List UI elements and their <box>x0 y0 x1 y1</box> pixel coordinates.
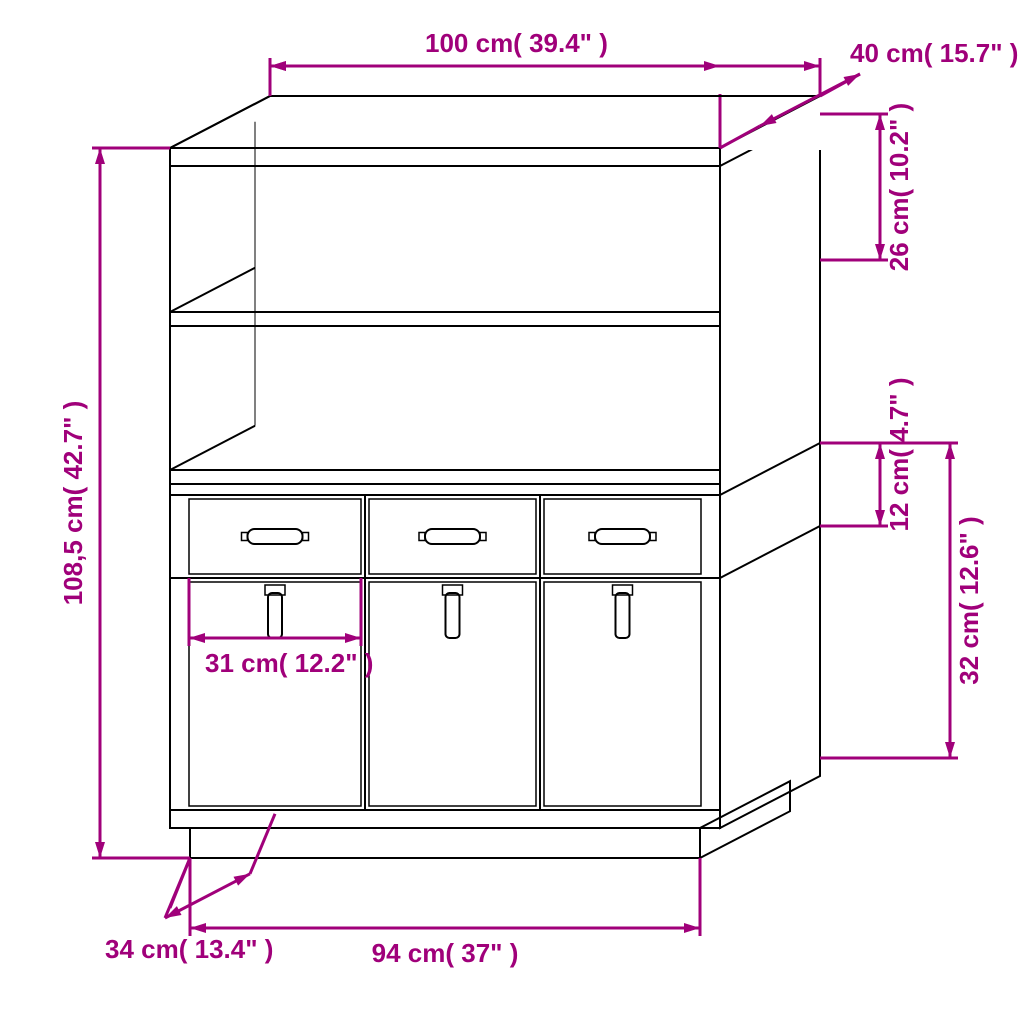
svg-text:34 cm( 13.4" ): 34 cm( 13.4" ) <box>105 934 273 964</box>
svg-text:12 cm( 4.7" ): 12 cm( 4.7" ) <box>884 378 914 532</box>
svg-text:32 cm( 12.6" ): 32 cm( 12.6" ) <box>954 516 984 684</box>
svg-text:26 cm( 10.2" ): 26 cm( 10.2" ) <box>884 103 914 271</box>
svg-text:40 cm( 15.7" ): 40 cm( 15.7" ) <box>850 38 1018 68</box>
svg-text:94 cm( 37" ): 94 cm( 37" ) <box>372 938 519 968</box>
svg-text:108,5 cm( 42.7" ): 108,5 cm( 42.7" ) <box>58 401 88 606</box>
svg-text:31 cm( 12.2" ): 31 cm( 12.2" ) <box>205 648 373 678</box>
svg-text:100 cm( 39.4" ): 100 cm( 39.4" ) <box>425 28 608 58</box>
